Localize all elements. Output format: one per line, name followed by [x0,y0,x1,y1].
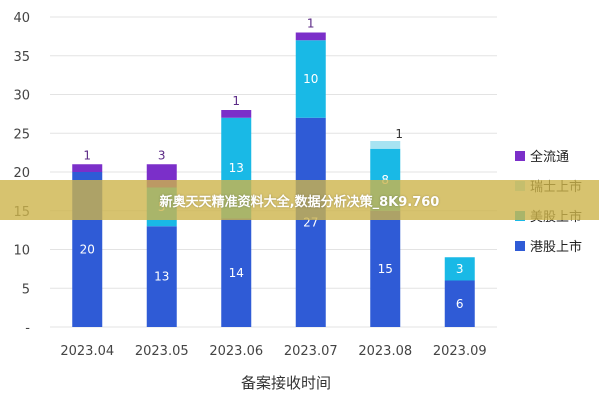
data-label: 13 [229,161,244,175]
top-data-label: 1 [232,94,240,108]
x-tick-label: 2023.09 [433,344,487,359]
data-label: 1 [395,127,403,141]
y-tick-label: 25 [13,127,30,142]
data-label: 6 [456,297,464,311]
x-tick-label: 2023.05 [135,344,189,359]
x-tick-label: 2023.06 [209,344,263,359]
data-label: 10 [303,72,318,86]
y-tick-label: 10 [13,244,30,259]
y-tick-label: - [25,321,30,336]
data-label: 14 [229,266,244,280]
y-tick-label: 40 [13,11,30,26]
top-data-label: 1 [307,17,315,31]
x-tick-label: 2023.04 [60,344,114,359]
x-axis-title: 备案接收时间 [241,374,331,392]
bar-segment [146,226,177,327]
y-tick-label: 5 [22,282,30,297]
bar-segment [72,164,103,172]
x-tick-label: 2023.08 [358,344,412,359]
legend-label: 全流通 [530,149,569,165]
watermark-banner: 新奥天天精准资料大全,数据分析决策_8K9.760 [0,180,599,220]
bar-segment [444,257,475,281]
legend-label: 港股上市 [530,239,582,255]
y-tick-label: 35 [13,50,30,65]
y-axis-ticks: -510152025303540 [13,11,30,336]
banner-text: 新奥天天精准资料大全,数据分析决策_8K9.760 [159,194,440,210]
y-tick-label: 30 [13,89,30,104]
data-labels: 20113531413127101158163 [80,17,464,311]
bar-segment [444,280,475,327]
y-tick-label: 20 [13,166,30,181]
x-axis-ticks: 2023.04 2023.05 2023.06 2023.07 2023.08 2023.… [60,344,486,359]
top-data-label: 1 [83,148,91,162]
grid-lines [50,16,497,328]
bar-segment [295,32,326,41]
bar-segment [370,141,401,149]
legend-swatch [515,151,525,161]
bar-segment [221,218,252,327]
bar-segment [295,40,326,118]
bar-segment [370,210,401,327]
x-tick-label: 2023.07 [284,344,338,359]
data-label: 8 [381,173,389,187]
data-label: 15 [378,262,393,276]
top-data-label: 3 [158,148,166,162]
bars [72,32,475,327]
bar-segment [221,110,252,118]
data-label: 13 [154,270,169,284]
legend-swatch [515,241,525,251]
data-label: 20 [80,243,95,257]
data-label: 3 [456,262,464,276]
bar-segment [295,117,326,327]
